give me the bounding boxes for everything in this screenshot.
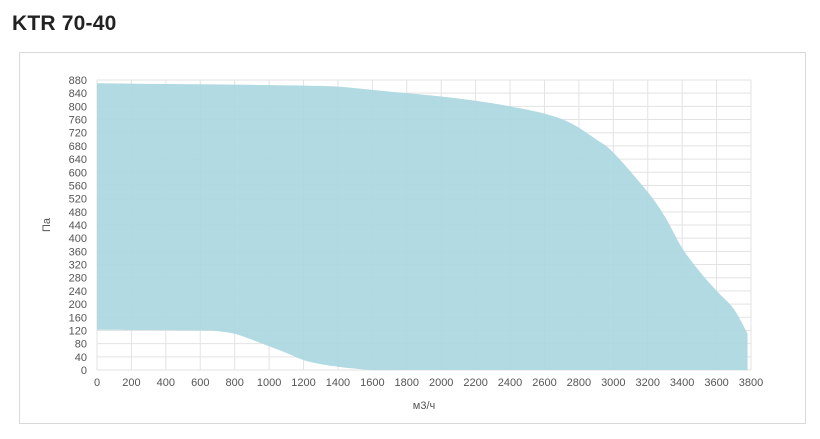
x-tick-label: 1800 (395, 377, 419, 389)
chart: 0408012016020024028032036040044048052056… (41, 75, 763, 412)
x-tick-label: 600 (191, 377, 209, 389)
y-tick-label: 520 (69, 194, 87, 206)
x-tick-label: 3400 (670, 377, 694, 389)
y-tick-label: 480 (69, 207, 87, 219)
y-tick-label: 880 (69, 75, 87, 87)
x-tick-label: 2400 (498, 377, 522, 389)
y-tick-label: 800 (69, 101, 87, 113)
y-tick-label: 160 (69, 312, 87, 324)
x-tick-label: 2600 (532, 377, 556, 389)
y-tick-label: 280 (69, 273, 87, 285)
y-tick-label: 200 (69, 299, 87, 311)
y-tick-label: 120 (69, 325, 87, 337)
x-tick-label: 2000 (429, 377, 453, 389)
x-tick-label: 2200 (463, 377, 487, 389)
page-title: KTR 70-40 (12, 12, 117, 35)
x-tick-label: 800 (226, 377, 244, 389)
x-tick-label: 3000 (601, 377, 625, 389)
y-tick-label: 360 (69, 246, 87, 258)
y-tick-label: 640 (69, 154, 87, 166)
y-tick-label: 240 (69, 286, 87, 298)
y-tick-label: 40 (75, 352, 87, 364)
y-tick-label: 600 (69, 167, 87, 179)
y-tick-label: 760 (69, 115, 87, 127)
operating-range-area (97, 83, 748, 371)
x-tick-label: 3800 (739, 377, 763, 389)
x-axis: 0 200 400 600 800 1000 1200 1400 1600 1800 2000 220… (94, 377, 763, 389)
y-tick-label: 560 (69, 180, 87, 192)
y-tick-label: 840 (69, 88, 87, 100)
y-tick-label: 680 (69, 141, 87, 153)
x-tick-label: 1000 (257, 377, 281, 389)
x-tick-label: 1200 (291, 377, 315, 389)
x-tick-label: 0 (94, 377, 100, 389)
x-axis-label: м3/ч (413, 400, 435, 412)
x-tick-label: 3600 (704, 377, 728, 389)
x-tick-label: 2800 (567, 377, 591, 389)
x-tick-label: 200 (122, 377, 140, 389)
y-tick-label: 320 (69, 260, 87, 272)
y-tick-label: 0 (81, 365, 87, 377)
y-tick-label: 720 (69, 128, 87, 140)
y-tick-label: 440 (69, 220, 87, 232)
x-tick-label: 400 (157, 377, 175, 389)
y-tick-label: 400 (69, 233, 87, 245)
y-axis-label: Па (41, 217, 53, 232)
x-tick-label: 1600 (360, 377, 384, 389)
y-tick-label: 80 (75, 339, 87, 351)
chart-frame: 0 40 80 120 160 200 240 280 320 360 400 440 480 520 56… (19, 52, 806, 424)
x-tick-label: 1400 (326, 377, 350, 389)
x-tick-label: 3200 (635, 377, 659, 389)
